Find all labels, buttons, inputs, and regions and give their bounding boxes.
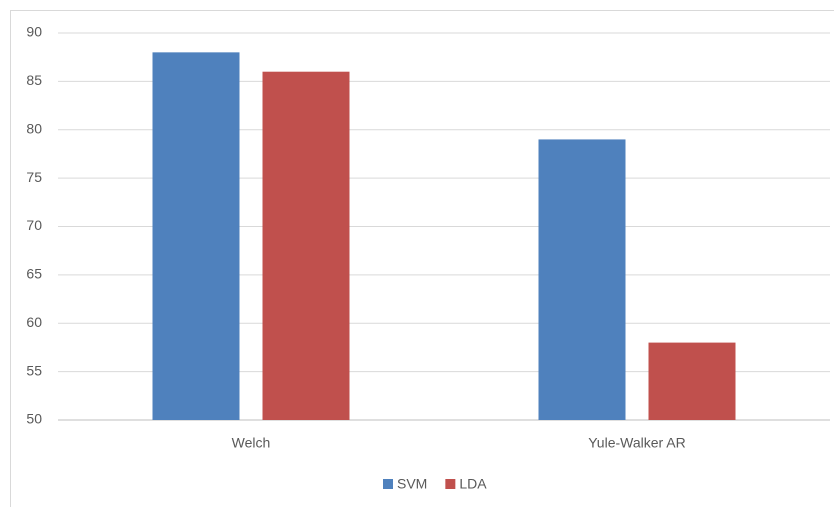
y-tick-label: 75: [26, 169, 42, 185]
bar: [648, 342, 736, 420]
y-tick-label: 90: [26, 24, 42, 40]
legend-swatch: [445, 479, 456, 489]
bar: [262, 71, 350, 420]
y-tick-label: 70: [26, 217, 42, 233]
legend-label: SVM: [397, 476, 427, 492]
x-tick-label: Welch: [232, 435, 271, 451]
bar: [538, 139, 626, 421]
x-tick-label: Yule-Walker AR: [588, 435, 686, 451]
y-tick-label: 55: [26, 362, 42, 378]
legend-label: LDA: [459, 476, 487, 492]
y-tick-label: 50: [26, 411, 42, 427]
y-tick-label: 65: [26, 266, 42, 282]
y-tick-label: 85: [26, 72, 42, 88]
y-tick-label: 80: [26, 120, 42, 136]
y-tick-label: 60: [26, 314, 42, 330]
bar: [152, 52, 240, 420]
legend-swatch: [383, 479, 393, 489]
chart-border: [10, 10, 834, 507]
